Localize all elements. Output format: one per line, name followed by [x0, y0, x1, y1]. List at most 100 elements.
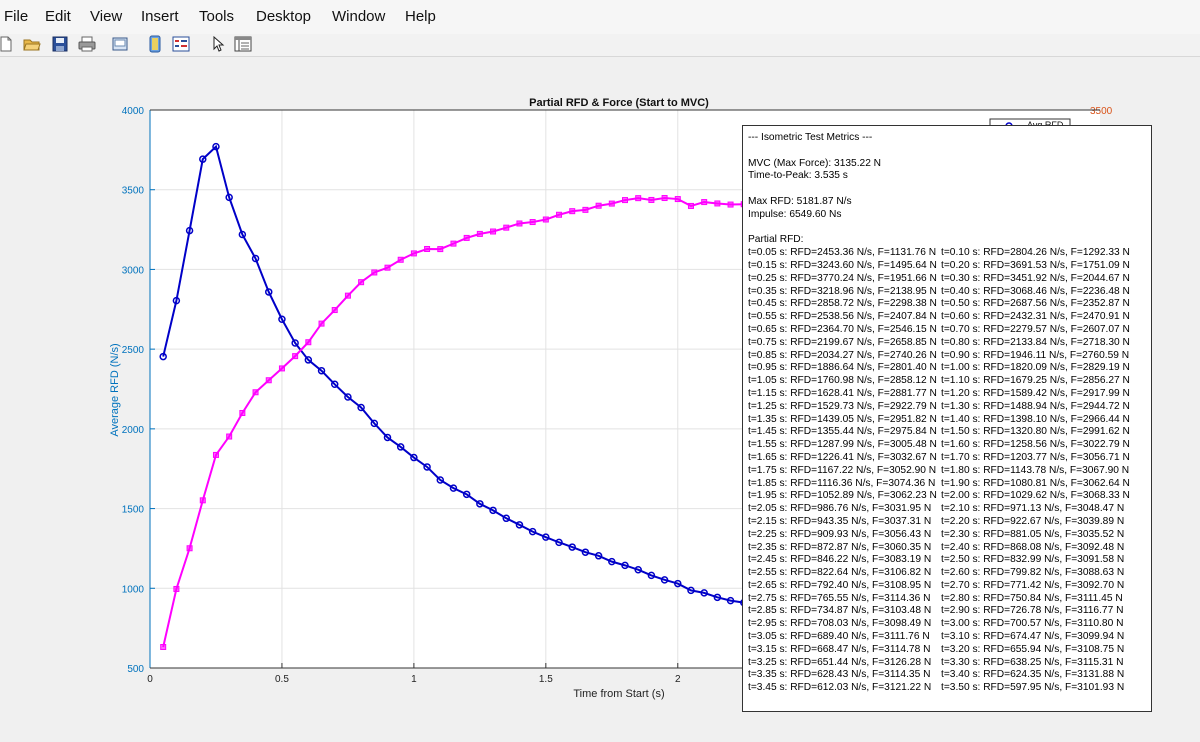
metrics-textbox: --- Isometric Test Metrics --- MVC (Max …	[742, 125, 1152, 712]
rfd-data-point	[502, 514, 510, 523]
menu-edit[interactable]: Edit	[45, 8, 71, 25]
y-tick-label-left: 3500	[122, 186, 145, 197]
force-data-point	[635, 195, 642, 202]
rfd-data-point	[726, 596, 735, 605]
partial-rfd-entry: t=2.50 s: RFD=832.99 N/s, F=3091.58 N	[941, 554, 1125, 566]
rfd-data-point	[594, 552, 603, 560]
force-data-point	[239, 409, 246, 416]
menu-insert[interactable]: Insert	[141, 8, 179, 25]
menu-desktop[interactable]: Desktop	[256, 8, 312, 25]
force-data-point	[318, 320, 325, 327]
rfd-data-point	[700, 589, 708, 597]
partial-rfd-row: t=2.95 s: RFD=708.03 N/s, F=3098.49 N t=3…	[748, 618, 1146, 631]
rfd-data-point	[159, 352, 167, 361]
rfd-data-point	[172, 296, 181, 305]
print-preview-icon[interactable]	[111, 34, 131, 54]
force-data-point	[542, 216, 549, 223]
partial-rfd-entry: t=0.50 s: RFD=2687.56 N/s, F=2352.87 N	[941, 298, 1130, 310]
partial-rfd-entry: t=0.35 s: RFD=3218.96 N/s, F=2138.95 N	[748, 285, 937, 297]
force-data-point	[305, 339, 312, 346]
partial-rfd-entry: t=3.45 s: RFD=612.03 N/s, F=3121.22 N	[748, 682, 932, 694]
save-icon[interactable]	[50, 34, 70, 54]
partial-rfd-entry: t=0.30 s: RFD=3451.92 N/s, F=2044.67 N	[941, 272, 1130, 284]
partial-rfd-entry: t=2.05 s: RFD=986.76 N/s, F=3031.95 N	[748, 503, 932, 515]
partial-rfd-entry: t=1.95 s: RFD=1052.89 N/s, F=3062.23 N	[748, 490, 937, 502]
menu-tools[interactable]: Tools	[199, 8, 235, 25]
force-data-point	[331, 307, 338, 314]
force-data-point	[173, 585, 180, 592]
y-tick-label-left: 3000	[122, 265, 145, 276]
x-tick-label: 0.5	[275, 674, 289, 685]
partial-rfd-entry: t=2.25 s: RFD=909.93 N/s, F=3056.43 N	[748, 528, 932, 540]
partial-rfd-entry: t=2.65 s: RFD=792.40 N/s, F=3108.95 N	[748, 579, 932, 591]
partial-rfd-entry: t=3.40 s: RFD=624.35 N/s, F=3131.88 N	[941, 669, 1125, 681]
partial-rfd-row: t=2.35 s: RFD=872.87 N/s, F=3060.35 N t=2…	[748, 542, 1146, 555]
new-file-icon[interactable]	[0, 34, 16, 54]
partial-rfd-entry: t=1.40 s: RFD=1398.10 N/s, F=2966.44 N	[941, 413, 1130, 425]
force-data-point	[160, 643, 167, 650]
force-data-point	[622, 197, 628, 204]
force-data-point	[701, 199, 708, 206]
partial-rfd-entry: t=3.25 s: RFD=651.44 N/s, F=3126.28 N	[748, 656, 932, 668]
partial-rfd-entry: t=2.85 s: RFD=734.87 N/s, F=3103.48 N	[748, 605, 932, 617]
partial-rfd-entry: t=2.95 s: RFD=708.03 N/s, F=3098.49 N	[748, 618, 932, 630]
rfd-data-point	[515, 521, 524, 529]
partial-rfd-row: t=0.05 s: RFD=2453.36 N/s, F=1131.76 N t=…	[748, 247, 1146, 260]
partial-rfd-entry: t=1.45 s: RFD=1355.44 N/s, F=2975.84 N	[748, 426, 937, 438]
rfd-data-point	[357, 403, 365, 412]
menu-file[interactable]: File	[4, 8, 29, 25]
force-data-point	[371, 269, 378, 276]
pointer-icon[interactable]	[208, 34, 228, 54]
menu-window[interactable]: Window	[332, 8, 386, 25]
x-tick-label: 1.5	[539, 674, 553, 685]
insert-colorbar-icon[interactable]	[171, 34, 191, 54]
partial-rfd-entry: t=2.60 s: RFD=799.82 N/s, F=3088.63 N	[941, 567, 1125, 579]
axes: 0 0.5 1 1.5 25001000150020002500300035004000…	[122, 106, 1113, 685]
partial-rfd-entry: t=2.40 s: RFD=868.08 N/s, F=3092.48 N	[941, 541, 1125, 553]
force-data-point	[727, 201, 734, 208]
menu-help[interactable]: Help	[405, 8, 436, 25]
partial-rfd-entry: t=1.30 s: RFD=1488.94 N/s, F=2944.72 N	[941, 400, 1130, 412]
force-data-point	[199, 497, 206, 504]
partial-rfd-entry: t=1.70 s: RFD=1203.77 N/s, F=3056.71 N	[941, 451, 1130, 463]
partial-rfd-entry: t=0.75 s: RFD=2199.67 N/s, F=2658.85 N	[748, 336, 937, 348]
force-data-point	[503, 224, 510, 231]
rfd-data-point	[449, 484, 458, 492]
partial-rfd-row: t=2.75 s: RFD=765.55 N/s, F=3114.36 N t=2…	[748, 593, 1146, 606]
metrics-max-rfd: Max RFD: 5181.87 N/s	[748, 195, 852, 207]
partial-rfd-row: t=1.75 s: RFD=1167.22 N/s, F=3052.90 N t=…	[748, 465, 1146, 478]
partial-rfd-row: t=0.85 s: RFD=2034.27 N/s, F=2740.26 N t=…	[748, 350, 1146, 363]
open-folder-icon[interactable]	[22, 34, 42, 54]
y-tick-label-left: 1000	[122, 584, 145, 595]
partial-rfd-entry: t=0.25 s: RFD=3770.24 N/s, F=1951.66 N	[748, 272, 937, 284]
force-data-point	[490, 228, 497, 235]
y-axis-label-left: Average RFD (N/s)	[109, 343, 121, 436]
partial-rfd-row: t=2.85 s: RFD=734.87 N/s, F=3103.48 N t=2…	[748, 605, 1146, 618]
partial-rfd-row: t=2.45 s: RFD=846.22 N/s, F=3083.19 N t=2…	[748, 554, 1146, 567]
partial-rfd-entry: t=2.70 s: RFD=771.42 N/s, F=3092.70 N	[941, 579, 1125, 591]
partial-rfd-row: t=3.25 s: RFD=651.44 N/s, F=3126.28 N t=3…	[748, 657, 1146, 670]
rfd-data-point	[634, 565, 642, 574]
force-data-point	[661, 195, 668, 202]
rfd-data-point	[581, 548, 590, 556]
partial-rfd-entry: t=2.35 s: RFD=872.87 N/s, F=3060.35 N	[748, 541, 932, 553]
force-data-point	[278, 365, 285, 372]
property-editor-icon[interactable]	[233, 34, 253, 54]
partial-rfd-entry: t=1.85 s: RFD=1116.36 N/s, F=3074.36 N	[748, 477, 936, 489]
rfd-data-point	[555, 538, 563, 547]
partial-rfd-row: t=1.45 s: RFD=1355.44 N/s, F=2975.84 N t=…	[748, 426, 1146, 439]
rfd-data-point	[212, 142, 220, 151]
link-figure-icon[interactable]	[145, 34, 165, 54]
menu-view[interactable]: View	[90, 8, 123, 25]
rfd-data-point	[713, 593, 722, 602]
partial-rfd-entry: t=2.45 s: RFD=846.22 N/s, F=3083.19 N	[748, 554, 932, 566]
partial-rfd-row: t=3.35 s: RFD=628.43 N/s, F=3114.35 N t=3…	[748, 669, 1146, 682]
force-data-point	[582, 206, 589, 213]
print-icon[interactable]	[77, 34, 97, 54]
partial-rfd-row: t=1.95 s: RFD=1052.89 N/s, F=3062.23 N t=…	[748, 490, 1146, 503]
rfd-data-point	[647, 571, 656, 580]
force-data-point	[292, 353, 299, 360]
rfd-data-point	[568, 543, 576, 551]
rfd-data-point	[330, 380, 339, 389]
